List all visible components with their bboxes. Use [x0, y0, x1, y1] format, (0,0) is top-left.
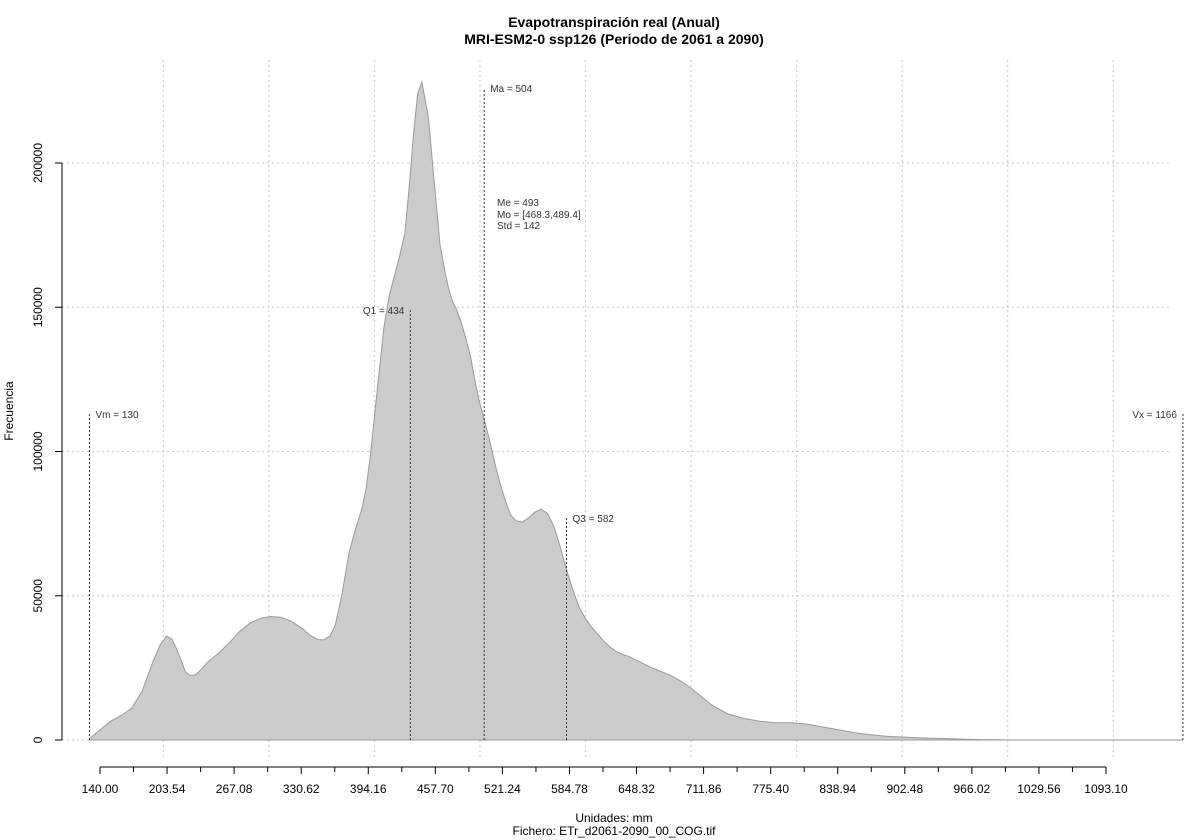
marker-label-1: Q1 = 434	[363, 306, 405, 317]
x-tick-label-4: 394.16	[350, 782, 387, 796]
y-tick-label-2: 100000	[31, 431, 45, 471]
stat-mode: Mo = [468.3,489.4]	[497, 210, 581, 221]
marker-label-2: Ma = 504	[490, 84, 532, 95]
x-tick-label-5: 457.70	[417, 782, 454, 796]
x-tick-label-0: 140.00	[82, 782, 119, 796]
density-area	[88, 80, 1183, 741]
x-tick-label-14: 1029.56	[1017, 782, 1061, 796]
statistic-markers: Vm = 130 Q1 = 434 Ma = 504 Q3 = 582 Vx = 116…	[88, 84, 1184, 740]
chart-title: Evapotranspiración real (Anual)	[508, 14, 720, 30]
y-tick-label-1: 50000	[31, 579, 45, 613]
x-tick-label-10: 775.40	[752, 782, 789, 796]
y-axis: 0 50000 100000 150000 200000	[31, 143, 63, 743]
x-axis: 140.00 203.54 267.08 330.62 394.16 457.70 521.…	[82, 766, 1128, 796]
x-tick-label-1: 203.54	[149, 782, 186, 796]
x-tick-label-2: 267.08	[216, 782, 253, 796]
y-tick-label-3: 150000	[31, 287, 45, 327]
x-tick-label-13: 966.02	[954, 782, 991, 796]
y-tick-label-4: 200000	[31, 143, 45, 183]
marker-label-0: Vm = 130	[95, 410, 139, 421]
stats-annotation: Me = 493 Mo = [468.3,489.4] Std = 142	[497, 198, 581, 232]
file-caption: Fichero: ETr_d2061-2090_00_COG.tif	[513, 824, 717, 838]
x-tick-label-15: 1093.10	[1084, 782, 1128, 796]
y-axis-title: Frecuencia	[2, 381, 16, 441]
x-tick-label-11: 838.94	[819, 782, 856, 796]
stat-std: Std = 142	[497, 221, 541, 232]
marker-label-4: Vx = 1166	[1132, 410, 1177, 421]
x-tick-label-8: 648.32	[618, 782, 655, 796]
x-tick-label-12: 902.48	[886, 782, 923, 796]
x-axis-title: Unidades: mm	[575, 811, 652, 825]
chart-subtitle: MRI-ESM2-0 ssp126 (Periodo de 2061 a 209…	[464, 31, 764, 47]
x-tick-label-7: 584.78	[551, 782, 588, 796]
marker-label-3: Q3 = 582	[573, 514, 615, 525]
x-tick-label-9: 711.86	[686, 782, 722, 796]
x-tick-label-3: 330.62	[283, 782, 320, 796]
y-tick-label-0: 0	[31, 736, 45, 743]
x-tick-label-6: 521.24	[484, 782, 521, 796]
stat-median: Me = 493	[497, 198, 539, 209]
